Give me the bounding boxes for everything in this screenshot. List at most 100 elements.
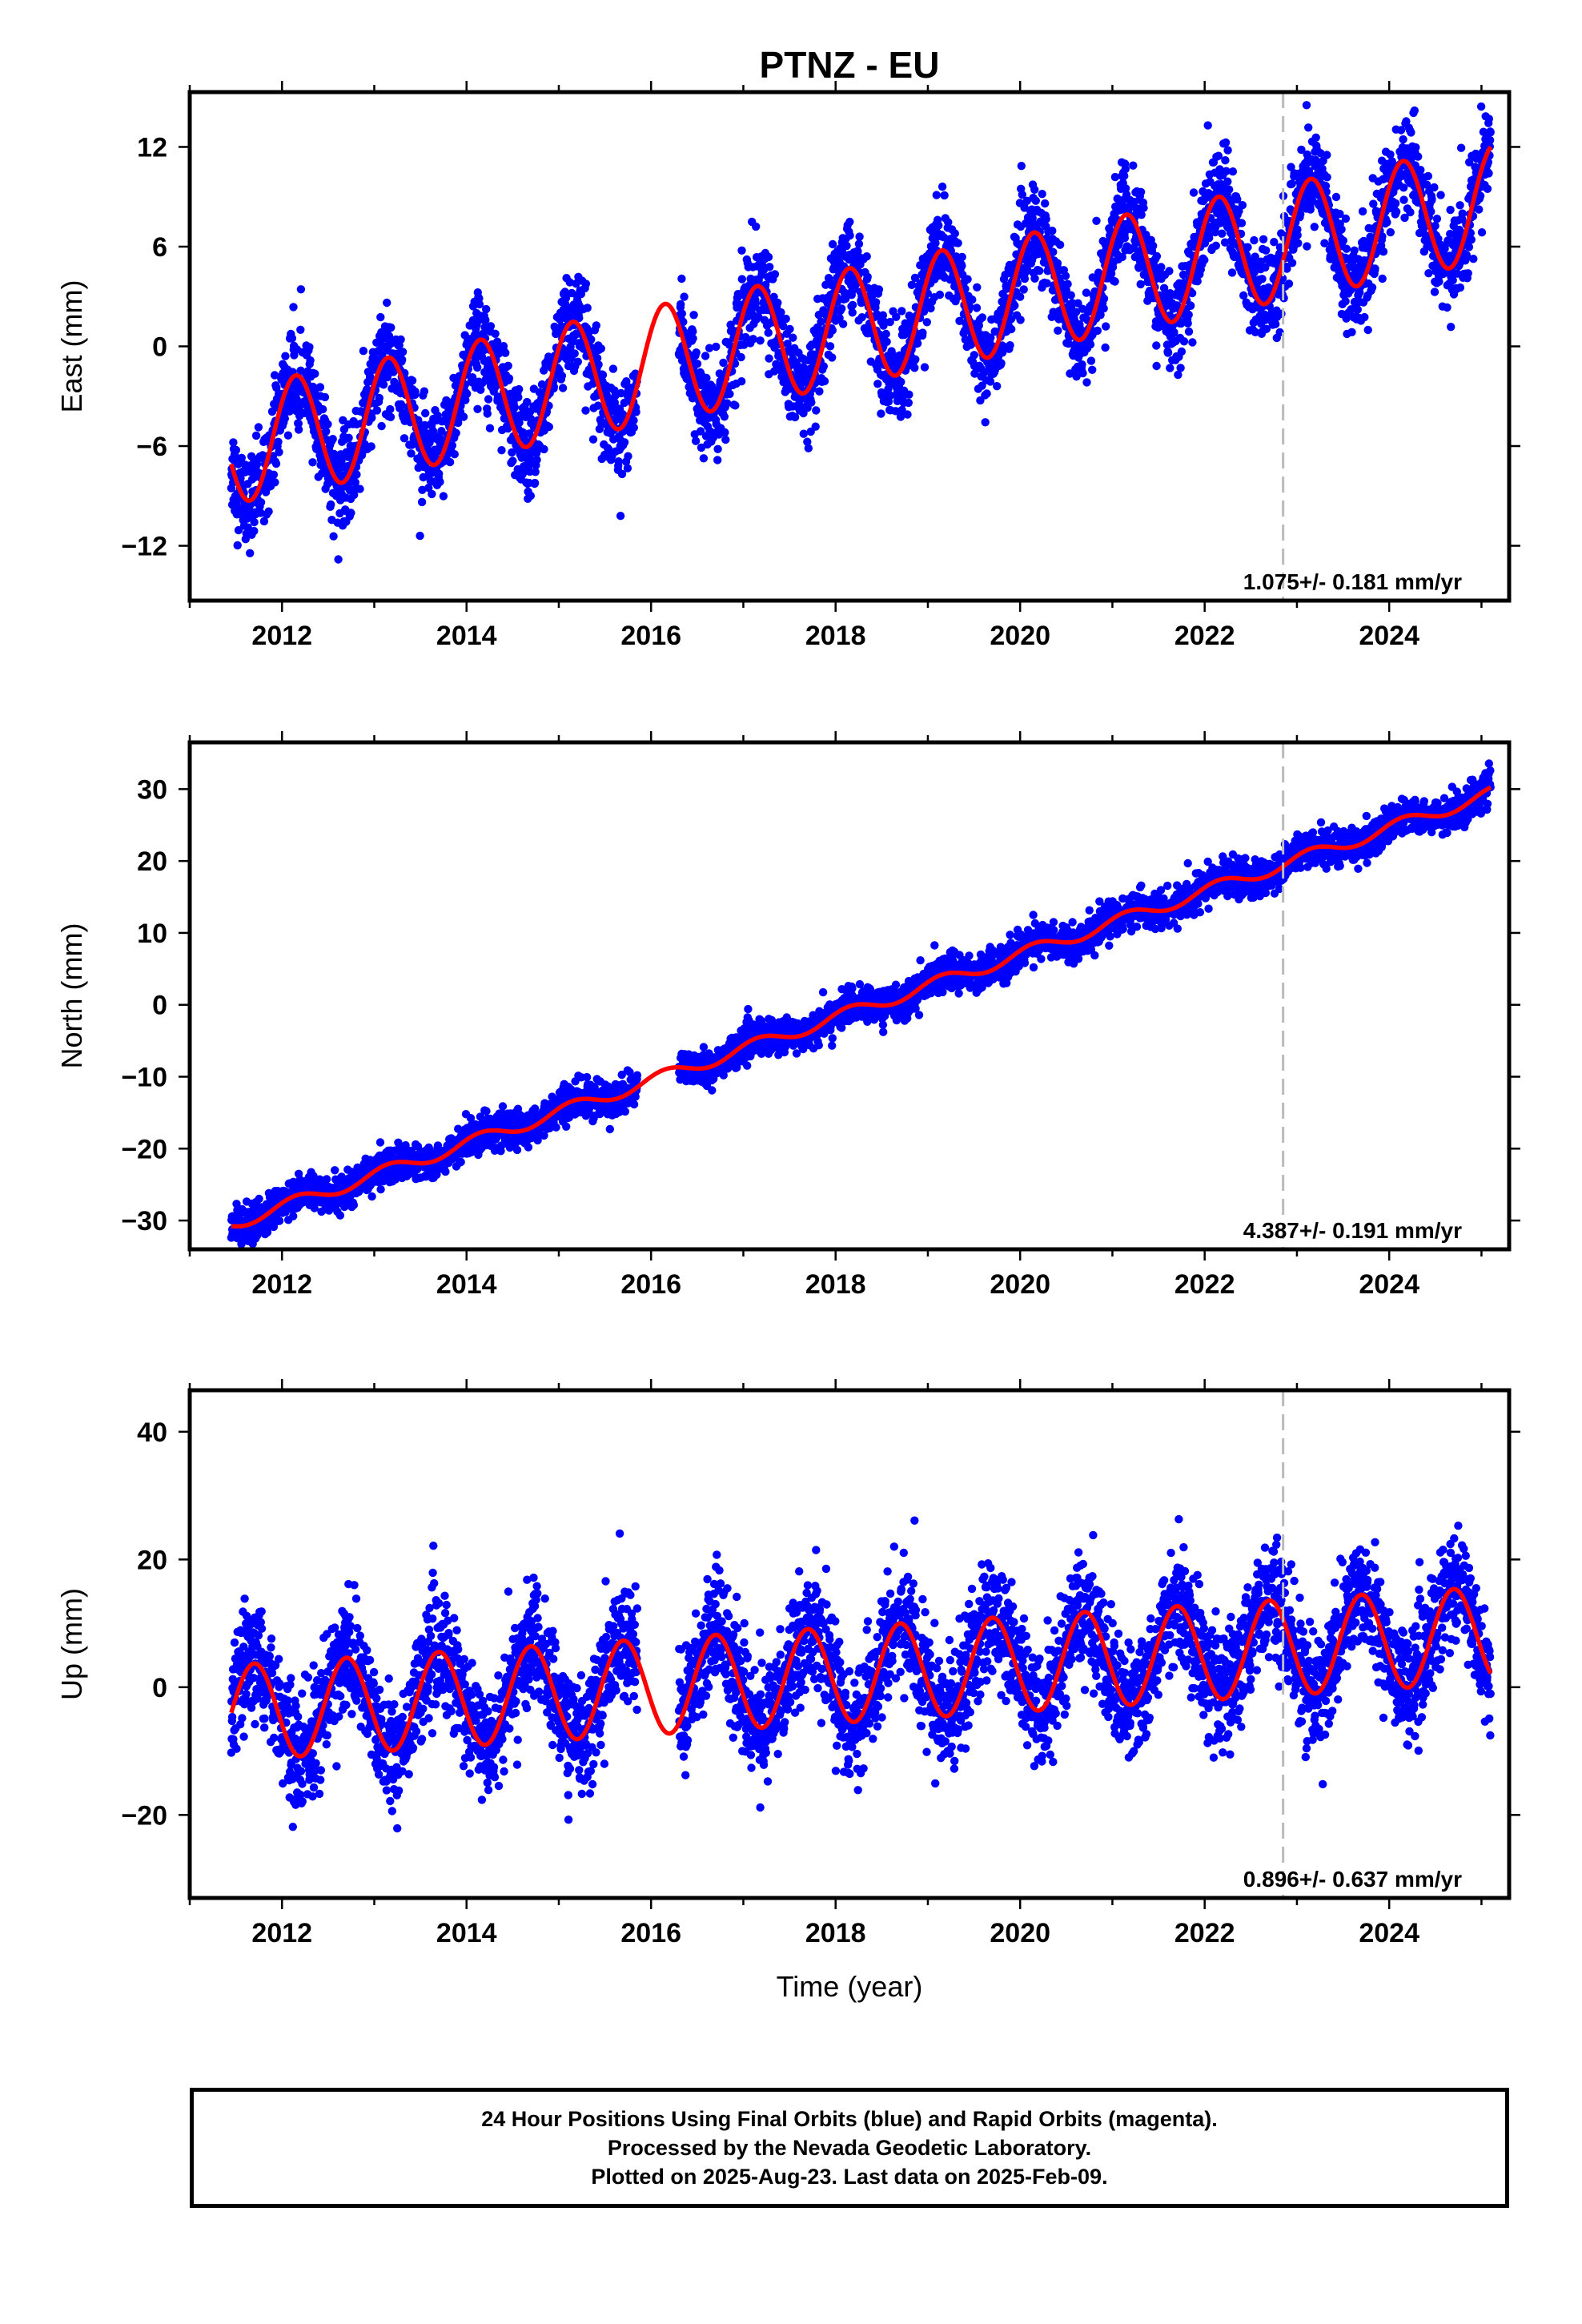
data-point: [920, 363, 930, 372]
data-point: [692, 348, 701, 357]
x-tick-label: 2014: [436, 621, 497, 651]
data-point: [407, 449, 416, 458]
data-point: [231, 445, 241, 455]
data-point: [1016, 316, 1025, 324]
data-point: [891, 407, 900, 416]
data-point: [629, 416, 638, 425]
data-point: [696, 427, 705, 436]
data-point: [433, 411, 442, 420]
data-point: [1486, 128, 1495, 137]
data-point: [557, 372, 567, 380]
data-point: [1378, 232, 1387, 241]
data-point: [1475, 205, 1484, 214]
data-point: [327, 500, 335, 509]
data-point: [804, 444, 813, 452]
data-point: [1350, 246, 1359, 255]
data-point: [1078, 360, 1086, 369]
data-point: [623, 464, 632, 472]
data-point: [720, 412, 729, 421]
data-point: [1110, 172, 1120, 182]
data-point: [514, 392, 523, 402]
data-point: [1110, 277, 1119, 286]
data-point: [982, 389, 991, 398]
data-point: [275, 448, 283, 456]
data-point: [295, 404, 303, 412]
data-point: [417, 497, 427, 507]
data-point: [620, 438, 629, 447]
data-point: [1262, 246, 1271, 255]
data-point: [679, 317, 688, 327]
data-point: [435, 469, 444, 478]
data-point: [1006, 341, 1014, 350]
data-point: [910, 364, 919, 372]
data-point: [1157, 263, 1166, 271]
data-point: [310, 1204, 319, 1212]
data-point: [411, 387, 420, 396]
data-point: [981, 418, 990, 427]
y-tick-label: 12: [137, 132, 167, 163]
data-point: [1187, 288, 1197, 298]
data-point: [781, 314, 790, 324]
data-point: [819, 362, 828, 371]
data-point: [907, 280, 917, 289]
data-point: [841, 294, 850, 304]
data-point: [713, 456, 722, 464]
data-point: [1410, 106, 1419, 115]
data-point: [1019, 285, 1028, 294]
data-point: [237, 453, 246, 462]
data-point: [376, 1185, 385, 1194]
data-point: [1484, 115, 1494, 123]
data-point: [1399, 183, 1408, 192]
data-point: [1007, 324, 1016, 334]
data-point: [294, 419, 303, 428]
data-point: [344, 433, 353, 442]
data-points: [227, 101, 1495, 564]
data-point: [439, 492, 448, 501]
data-point: [765, 263, 774, 271]
data-point: [1431, 221, 1439, 231]
data-point: [931, 239, 940, 247]
data-point: [973, 283, 982, 292]
data-point: [1399, 135, 1407, 144]
data-point: [1402, 117, 1411, 126]
data-point: [1400, 213, 1409, 223]
data-point: [280, 414, 289, 423]
data-point: [1066, 291, 1075, 300]
data-point: [1293, 231, 1302, 239]
data-point: [492, 337, 502, 346]
panel-2: 2012 2014 2016 2018 2020 2022 2024−30−20−10010…: [55, 731, 1520, 1300]
data-point: [1320, 239, 1329, 247]
data-point: [970, 351, 979, 360]
data-point: [483, 409, 492, 418]
data-point: [1163, 348, 1173, 357]
data-point: [581, 279, 591, 288]
data-point: [1406, 207, 1415, 217]
data-point: [486, 322, 496, 331]
data-point: [349, 1200, 359, 1209]
data-point: [1136, 187, 1146, 196]
data-point: [532, 456, 541, 464]
data-point: [283, 431, 293, 440]
data-point: [335, 1211, 345, 1220]
data-point: [608, 364, 618, 373]
data-point: [523, 397, 532, 407]
data-point: [980, 368, 990, 376]
data-point: [1121, 164, 1130, 174]
data-point: [1456, 201, 1464, 210]
data-point: [1316, 149, 1325, 158]
x-tick-label: 2016: [620, 621, 681, 651]
data-point: [1200, 255, 1209, 264]
data-point: [504, 361, 512, 370]
data-point: [677, 300, 685, 309]
data-point: [765, 354, 773, 363]
data-point: [1339, 236, 1348, 245]
data-point: [237, 1237, 246, 1246]
data-point: [1028, 214, 1037, 223]
data-point: [1211, 241, 1221, 250]
data-point: [1239, 291, 1248, 300]
data-point: [234, 525, 243, 535]
data-point: [968, 296, 977, 304]
data-point: [737, 377, 746, 386]
data-point: [854, 239, 864, 248]
